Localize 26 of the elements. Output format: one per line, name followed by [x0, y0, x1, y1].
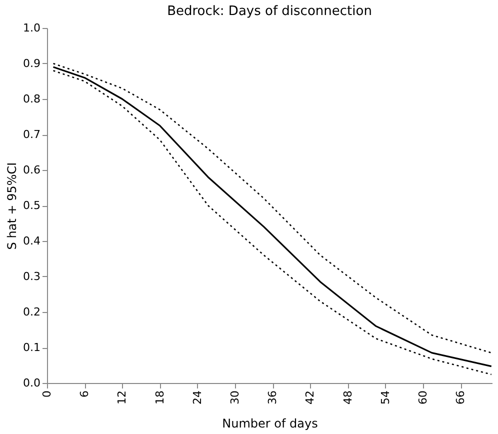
y-tick-label: 0.2: [23, 306, 40, 318]
x-tick-label: 0: [40, 390, 54, 398]
y-tick-label: 0.8: [23, 92, 40, 106]
x-tick-label: 66: [454, 390, 468, 404]
y-axis-title: S hat + 95%CI: [5, 162, 20, 250]
x-tick-label: 42: [304, 390, 317, 404]
x-axis-title: Number of days: [222, 416, 318, 430]
y-tick-label: 0.7: [23, 128, 40, 141]
x-tick-label: 54: [378, 390, 392, 404]
y-tick-label: 0.3: [23, 270, 40, 283]
y-tick-label: 0.4: [23, 234, 40, 248]
x-tick-label: 12: [116, 390, 129, 404]
chart-title: Bedrock: Days of disconnection: [167, 4, 372, 19]
x-tick-label: 18: [153, 390, 166, 404]
y-tick-label: 0.9: [23, 57, 40, 70]
x-tick-label: 36: [266, 390, 280, 404]
x-tick-label: 48: [341, 390, 354, 404]
y-tick-label: 0.0: [23, 376, 40, 390]
x-tick-label: 6: [78, 390, 92, 398]
y-tick-label: 0.5: [23, 199, 40, 212]
x-tick-label: 60: [416, 390, 430, 404]
y-tick-label: 0.6: [23, 164, 40, 176]
y-tick-label: 0.1: [23, 341, 40, 354]
y-tick-label: 1.0: [23, 22, 40, 34]
x-tick-label: 24: [190, 390, 204, 404]
x-tick-label: 30: [228, 390, 242, 404]
